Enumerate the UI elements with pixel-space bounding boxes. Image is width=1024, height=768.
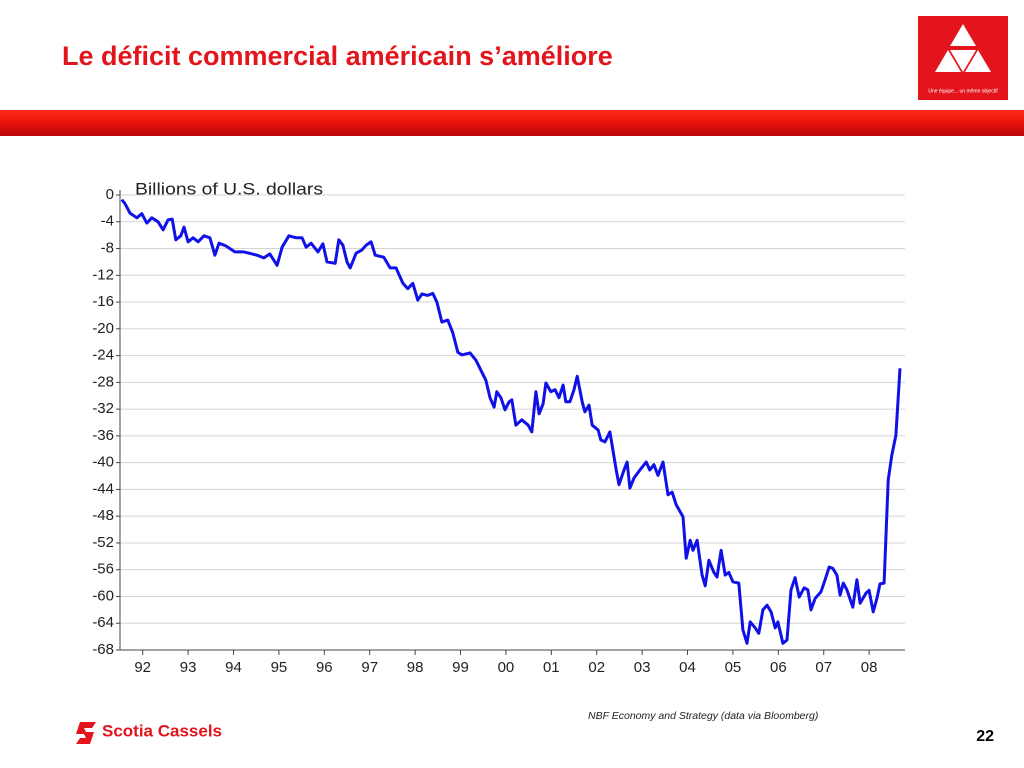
x-tick-label: 02 (588, 659, 605, 676)
y-tick-label: -28 (92, 373, 114, 390)
chart-area (66, 168, 910, 686)
y-tick-label: -64 (92, 614, 114, 631)
data-line (120, 198, 902, 645)
x-tick-label: 06 (770, 659, 787, 676)
y-tick-label: -48 (92, 507, 114, 524)
red-band (0, 110, 1024, 136)
x-tick-label: 05 (725, 659, 742, 676)
x-tick-label: 00 (498, 659, 515, 676)
y-tick-label: -20 (92, 320, 114, 337)
y-tick-label: -44 (92, 480, 114, 497)
logo-tagline: Une équipe... un même objectif (928, 88, 998, 94)
logo-triangle (950, 50, 976, 72)
x-tick-label: 99 (452, 659, 469, 676)
logo-triangle (950, 24, 976, 46)
x-tick-label: 01 (543, 659, 560, 676)
x-tick-label: 96 (316, 659, 333, 676)
y-tick-label: -32 (92, 400, 114, 417)
logo: Une équipe... un même objectif (918, 16, 1008, 100)
page-number: 22 (976, 728, 994, 745)
x-tick-label: 04 (679, 659, 696, 676)
x-tick-label: 07 (815, 659, 832, 676)
slide-title: Le déficit commercial américain s’amélio… (62, 41, 613, 71)
logo-triangle (935, 50, 961, 72)
y-tick-label: -52 (92, 534, 114, 551)
y-tick-label: -40 (92, 454, 114, 471)
x-tick-label: 92 (134, 659, 151, 676)
y-tick-label: -36 (92, 427, 114, 444)
x-tick-label: 03 (634, 659, 651, 676)
y-tick-label: -12 (92, 266, 114, 283)
y-tick-label: -16 (92, 293, 114, 310)
x-tick-label: 08 (861, 659, 878, 676)
x-tick-label: 95 (271, 659, 288, 676)
y-tick-label: -56 (92, 561, 114, 578)
footer-brand: Scotia Cassels (76, 721, 222, 744)
x-tick-label: 93 (180, 659, 197, 676)
x-tick-label: 97 (361, 659, 378, 676)
chart: Billions of U.S. dollars 0 -4 -8 -12 -16 -20 -2… (92, 179, 905, 676)
x-tick-label: 98 (407, 659, 424, 676)
x-tick-label: 94 (225, 659, 242, 676)
source-note: NBF Economy and Strategy (data via Bloom… (588, 710, 818, 722)
y-tick-label: -68 (92, 641, 114, 658)
y-tick-label: -4 (101, 213, 114, 230)
y-tick-label: -8 (101, 239, 114, 256)
logo-triangle (965, 50, 991, 72)
y-tick-label: 0 (106, 186, 114, 203)
y-tick-label: -60 (92, 587, 114, 604)
y-tick-label: -24 (92, 347, 114, 364)
brand-name: Scotia Cassels (102, 721, 222, 740)
brand-icon (76, 722, 96, 744)
y-axis-label: Billions of U.S. dollars (135, 179, 323, 198)
